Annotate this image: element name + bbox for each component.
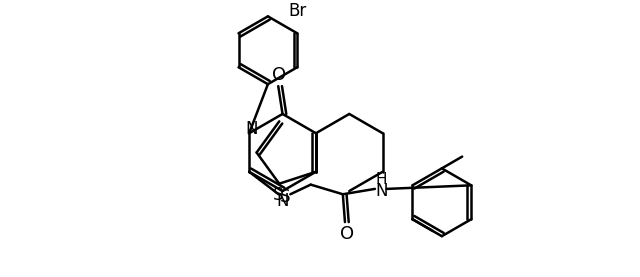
Text: N: N [276,192,289,210]
Text: O: O [340,225,354,243]
Text: H: H [376,172,387,187]
Text: N: N [246,120,258,138]
Text: O: O [272,66,286,84]
Text: S: S [280,188,291,206]
Text: Br: Br [288,2,307,20]
Text: S: S [273,186,284,204]
Text: N: N [375,182,388,200]
